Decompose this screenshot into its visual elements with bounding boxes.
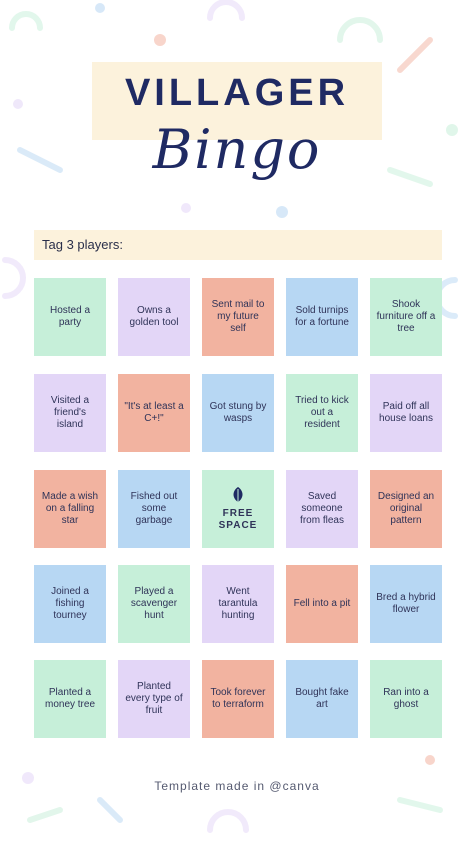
bingo-cell-label: FREE SPACE bbox=[218, 508, 258, 531]
bingo-cell-label: Planted a money tree bbox=[44, 687, 96, 710]
bingo-cell[interactable]: Shook furniture off a tree bbox=[370, 278, 442, 356]
bingo-cell-label: Sold turnips for a fortune bbox=[295, 305, 349, 328]
bingo-cell[interactable]: Planted a money tree bbox=[34, 660, 106, 738]
bingo-cell-label: Paid off all house loans bbox=[379, 401, 433, 424]
bingo-cell[interactable]: Sent mail to my future self bbox=[202, 278, 274, 356]
leaf-icon bbox=[233, 487, 243, 503]
bingo-cell-label: Went tarantula hunting bbox=[218, 586, 258, 621]
free-space-cell[interactable]: FREE SPACE bbox=[202, 470, 274, 548]
bingo-cell[interactable]: Visited a friend's island bbox=[34, 374, 106, 452]
bingo-cell[interactable]: Fished out some garbage bbox=[118, 470, 190, 548]
bingo-cell[interactable]: Planted every type of fruit bbox=[118, 660, 190, 738]
bingo-cell[interactable]: Made a wish on a falling star bbox=[34, 470, 106, 548]
tag-players-field[interactable]: Tag 3 players: bbox=[34, 230, 442, 260]
bingo-cell[interactable]: Got stung by wasps bbox=[202, 374, 274, 452]
bingo-cell-label: Visited a friend's island bbox=[50, 395, 90, 430]
bingo-cell-label: Hosted a party bbox=[49, 305, 91, 328]
bingo-cell[interactable]: Paid off all house loans bbox=[370, 374, 442, 452]
tag-players-label: Tag 3 players: bbox=[42, 237, 123, 252]
bingo-cell-label: Made a wish on a falling star bbox=[41, 491, 99, 526]
bingo-cell-label: Saved someone from fleas bbox=[300, 491, 344, 526]
bingo-cell[interactable]: Took forever to terraform bbox=[202, 660, 274, 738]
bingo-cell-label: Sent mail to my future self bbox=[211, 299, 265, 334]
bingo-cell-label: Owns a golden tool bbox=[129, 305, 179, 328]
page-subtitle: Bingo bbox=[152, 118, 322, 181]
bingo-cell[interactable]: Owns a golden tool bbox=[118, 278, 190, 356]
title-background bbox=[92, 62, 382, 140]
bingo-cell-label: Shook furniture off a tree bbox=[376, 299, 436, 334]
bingo-cell-label: Got stung by wasps bbox=[209, 401, 267, 424]
bingo-cell[interactable]: Ran into a ghost bbox=[370, 660, 442, 738]
bingo-cell[interactable]: Saved someone from fleas bbox=[286, 470, 358, 548]
bingo-cell[interactable]: Bought fake art bbox=[286, 660, 358, 738]
bingo-cell-label: Bought fake art bbox=[295, 687, 349, 710]
bingo-cell-label: Took forever to terraform bbox=[210, 687, 266, 710]
bingo-cell-label: Played a scavenger hunt bbox=[130, 586, 178, 621]
bingo-cell-label: Fished out some garbage bbox=[130, 491, 178, 526]
bingo-cell[interactable]: Went tarantula hunting bbox=[202, 565, 274, 643]
bingo-cell-label: Planted every type of fruit bbox=[125, 681, 183, 716]
bingo-cell[interactable]: Fell into a pit bbox=[286, 565, 358, 643]
bingo-cell[interactable]: Hosted a party bbox=[34, 278, 106, 356]
bingo-cell[interactable]: "It's at least a C+!" bbox=[118, 374, 190, 452]
bingo-cell-label: Ran into a ghost bbox=[383, 687, 429, 710]
bingo-cell-label: Tried to kick out a resident bbox=[295, 395, 349, 430]
bingo-cell-label: Designed an original pattern bbox=[377, 491, 435, 526]
bingo-cell-label: Bred a hybrid flower bbox=[376, 592, 436, 615]
bingo-cell[interactable]: Sold turnips for a fortune bbox=[286, 278, 358, 356]
bingo-cell-label: Fell into a pit bbox=[293, 598, 351, 609]
page-title: VILLAGER bbox=[124, 72, 350, 114]
bingo-cell[interactable]: Tried to kick out a resident bbox=[286, 374, 358, 452]
bingo-cell[interactable]: Joined a fishing tourney bbox=[34, 565, 106, 643]
bingo-cell-label: "It's at least a C+!" bbox=[124, 401, 184, 424]
bingo-cell[interactable]: Designed an original pattern bbox=[370, 470, 442, 548]
bingo-cell-label: Joined a fishing tourney bbox=[51, 586, 89, 621]
footer-credit: Template made in @canva bbox=[154, 779, 320, 793]
bingo-cell[interactable]: Played a scavenger hunt bbox=[118, 565, 190, 643]
bingo-cell[interactable]: Bred a hybrid flower bbox=[370, 565, 442, 643]
